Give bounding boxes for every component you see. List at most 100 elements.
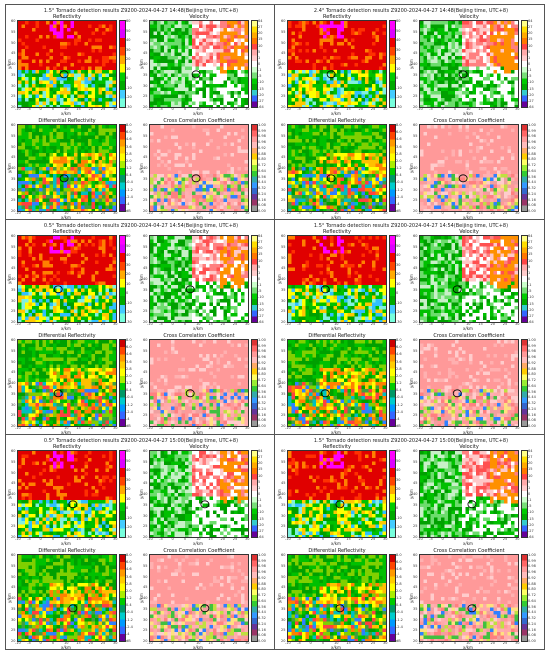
y-tick-label: 30: [281, 83, 286, 88]
colorbar-tick-label: 30: [396, 47, 401, 52]
colorbar-tick-label: 1.2: [396, 166, 402, 170]
y-tick-label: 45: [11, 266, 16, 271]
y-tick-label: 50: [143, 144, 148, 149]
x-tick-label: 10: [196, 211, 201, 215]
x-tick-label: 15: [478, 107, 483, 111]
x-tick-label: 15: [346, 426, 351, 430]
colorbar-tick-label: 50: [396, 243, 401, 248]
tornado-marker: [191, 174, 201, 183]
y-tick-label: 60: [413, 123, 418, 127]
x-tick-label: -5: [159, 537, 163, 541]
x-tick-label: 10: [196, 537, 201, 541]
colorbar-tick-label: 64: [258, 19, 263, 23]
y-tick-label: 55: [413, 348, 418, 353]
x-tick-label: 10: [64, 537, 69, 541]
colorbar-tick-label: 30: [126, 47, 131, 52]
y-tick-label: 20: [281, 209, 286, 213]
y-tick-label: 25: [143, 198, 148, 203]
colorbar-tick-label: -27: [528, 528, 534, 533]
colorbar-tick-label: 0.32: [258, 186, 266, 191]
colorbar-tick-label: 0.98: [258, 134, 266, 139]
x-tick-label: 0: [39, 641, 42, 645]
y-tick-label: 20: [413, 209, 418, 213]
y-tick-label: 20: [143, 209, 148, 213]
colorbar-tick-label: -64: [528, 105, 534, 109]
colorbar-tick-label: 10: [126, 66, 131, 71]
colorbar-tick-label: 0.08: [258, 418, 266, 423]
colorbar-tick-label: 27: [258, 455, 263, 460]
colorbar-tick-label: 20: [258, 461, 263, 466]
y-tick-label: 30: [281, 187, 286, 192]
x-tick-label: 0: [171, 426, 174, 430]
y-tick-label: 50: [281, 574, 286, 579]
x-axis-label: x/km: [331, 645, 341, 650]
x-tick-label: -10: [285, 537, 291, 541]
y-tick-label: 45: [11, 481, 16, 486]
y-tick-label: 45: [143, 155, 148, 160]
y-tick-label: 35: [143, 606, 148, 611]
x-axis-label: x/km: [61, 645, 71, 650]
colorbar-tick-label: -4: [126, 416, 130, 421]
y-tick-label: 50: [11, 255, 16, 260]
y-tick-label: 30: [11, 298, 16, 303]
y-axis-label: y/km: [139, 274, 144, 284]
colorbar-tick-label: 0.56: [258, 389, 266, 394]
colorbar-tick-label: 20: [258, 31, 263, 36]
y-tick-label: 35: [11, 502, 16, 507]
colorbar-tick-label: -10: [258, 510, 264, 515]
x-tick-label: 20: [88, 426, 93, 430]
colorbar-tick-label: 10: [528, 258, 533, 263]
x-tick-label: 0: [171, 211, 174, 215]
tornado-marker: [191, 70, 201, 79]
x-tick-label: 30: [113, 426, 118, 430]
x-tick-label: 20: [220, 641, 225, 645]
figure-title: 0.5° Tornado detection results Z9200-202…: [43, 438, 239, 444]
velocity-panel: Velocity 60 55 50 45 40 35 30 25 20 -10 -5 0 5 10 15 20 2…: [139, 444, 271, 547]
x-tick-label: 20: [220, 537, 225, 541]
y-tick-label: 60: [413, 19, 418, 23]
y-tick-label: 60: [143, 449, 148, 453]
y-tick-label: 50: [11, 144, 16, 149]
x-tick-label: 10: [334, 641, 339, 645]
colorbar-tick-label: 27: [528, 455, 533, 460]
cc-panel: Cross Correlation Coefficient 60 55 50 45 40 3…: [409, 548, 541, 651]
velocity-plot: [419, 450, 519, 538]
colorbar-tick-label: 27: [258, 240, 263, 245]
x-tick-label: -5: [159, 426, 163, 430]
y-tick-label: 45: [143, 51, 148, 56]
x-tick-label: 15: [208, 107, 213, 111]
y-tick-label: 60: [281, 338, 286, 342]
colorbar-tick-label: 60: [126, 449, 131, 453]
y-tick-label: 40: [413, 596, 418, 600]
y-axis-label: y/km: [277, 593, 282, 603]
y-tick-label: 50: [11, 40, 16, 45]
panel-title: Velocity: [189, 14, 209, 20]
y-tick-label: 25: [413, 94, 418, 99]
y-tick-label: 55: [11, 133, 16, 138]
colorbar-tick-label: 2.8: [396, 366, 402, 371]
x-tick-label: 30: [383, 107, 388, 111]
x-tick-label: 25: [232, 641, 238, 645]
colorbar-tick-label: 2.8: [396, 151, 402, 156]
colorbar-tick-label: -1.2: [396, 617, 403, 622]
y-tick-label: 30: [143, 298, 148, 303]
colorbar-tick-label: 1.00: [258, 123, 266, 127]
zdr-colorbar: [389, 339, 396, 427]
x-tick-label: 0: [171, 322, 174, 326]
y-tick-label: 20: [281, 320, 286, 324]
colorbar-tick-label: 0.96: [258, 570, 266, 575]
row-divider: [5, 219, 545, 220]
figure-frame: [5, 4, 545, 650]
x-tick-label: 25: [370, 107, 376, 111]
y-tick-label: 35: [281, 176, 286, 181]
x-tick-label: 30: [383, 537, 388, 541]
x-tick-label: -10: [417, 426, 423, 430]
x-tick-label: 20: [88, 322, 93, 326]
colorbar-tick-label: -10: [126, 300, 132, 305]
colorbar-tick-label: -0.4: [126, 610, 133, 615]
x-tick-label: 30: [245, 426, 250, 430]
y-axis-label: y/km: [139, 163, 144, 173]
x-tick-label: 5: [183, 107, 186, 111]
colorbar-tick-label: 0.92: [528, 360, 536, 365]
x-tick-label: 10: [334, 322, 339, 326]
